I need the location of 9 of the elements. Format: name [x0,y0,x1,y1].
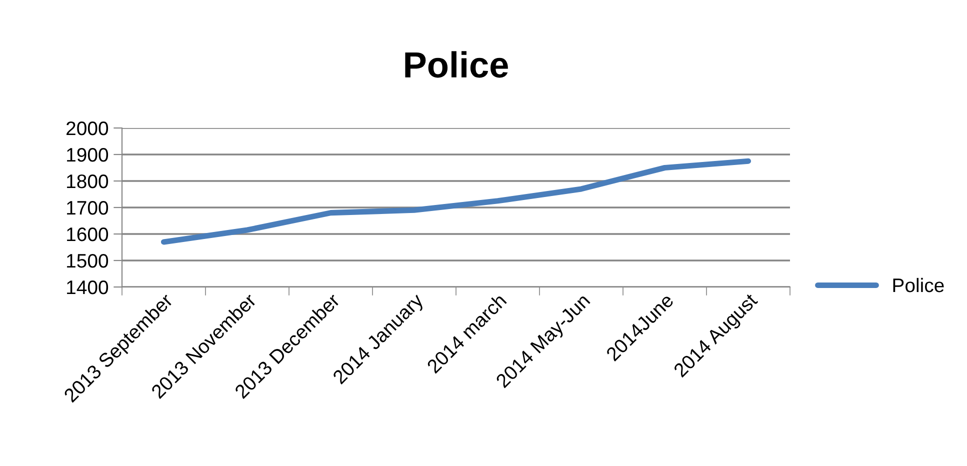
legend-label: Police [893,278,944,292]
y-tick-label: 1800 [67,174,108,188]
y-tick-label: 1900 [67,148,108,162]
y-tick-label: 1400 [67,280,108,294]
y-tick-label: 1700 [67,200,108,215]
chart-title: Police [405,51,508,78]
y-tick-label: 1500 [67,254,108,268]
y-tick-label: 2000 [66,121,108,136]
y-tick-label: 1600 [67,227,108,242]
